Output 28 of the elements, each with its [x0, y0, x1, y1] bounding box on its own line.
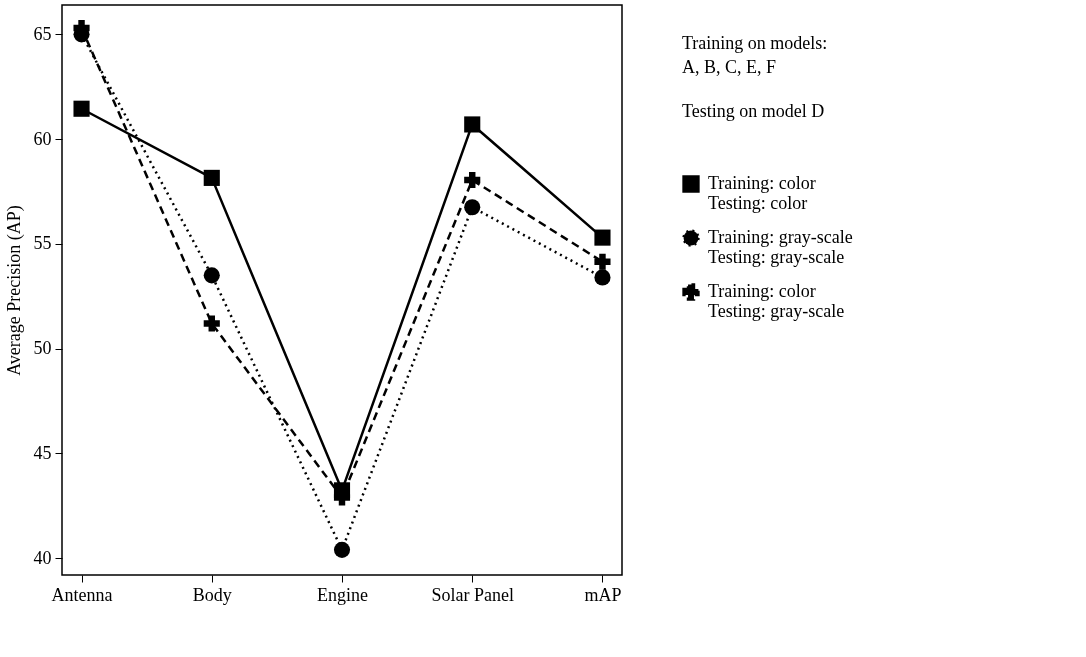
text: Testing on model D — [682, 101, 825, 121]
legend-label: Training: color Testing: color — [708, 173, 816, 213]
y-tick-label: 45 — [33, 442, 52, 463]
point — [464, 116, 481, 133]
point — [464, 199, 481, 216]
y-tick-label: 55 — [33, 233, 52, 254]
y-tick-label: 40 — [33, 547, 52, 568]
legend-label: Training: gray-scale Testing: gray-scale — [708, 227, 853, 267]
y-axis-title: Average Precision (AP) — [3, 205, 25, 376]
x-tick-label: Engine — [317, 584, 368, 605]
point — [333, 541, 351, 558]
text: Training on models: A, B, C, E, F — [682, 33, 828, 77]
x-tick-label: Body — [192, 584, 232, 605]
x-tick-label: mAP — [584, 584, 622, 605]
point — [203, 315, 220, 332]
x-tick-label: Antenna — [51, 584, 113, 605]
point — [594, 269, 611, 286]
point — [203, 267, 220, 284]
legend-label: Training: color Testing: gray-scale — [708, 281, 845, 321]
y-tick-label: 50 — [33, 338, 52, 359]
y-tick-label: 60 — [33, 128, 52, 149]
point — [203, 169, 220, 186]
point — [73, 100, 90, 117]
point — [464, 171, 481, 189]
x-tick-label: Solar Panel — [431, 584, 514, 605]
y-tick-label: 65 — [33, 23, 52, 44]
point — [594, 253, 611, 270]
point — [594, 229, 611, 246]
